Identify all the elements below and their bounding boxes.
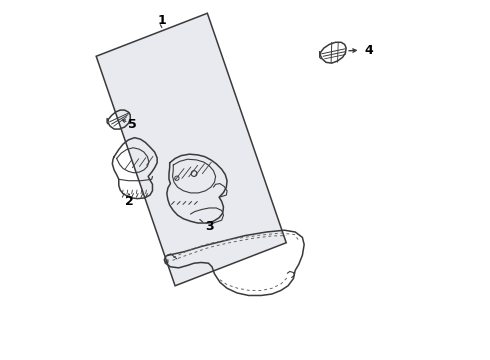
Text: 2: 2 — [125, 195, 134, 208]
Text: 3: 3 — [205, 220, 214, 233]
Text: 1: 1 — [157, 14, 166, 27]
Text: 5: 5 — [128, 118, 136, 131]
Polygon shape — [96, 13, 286, 286]
Text: 4: 4 — [364, 44, 373, 57]
